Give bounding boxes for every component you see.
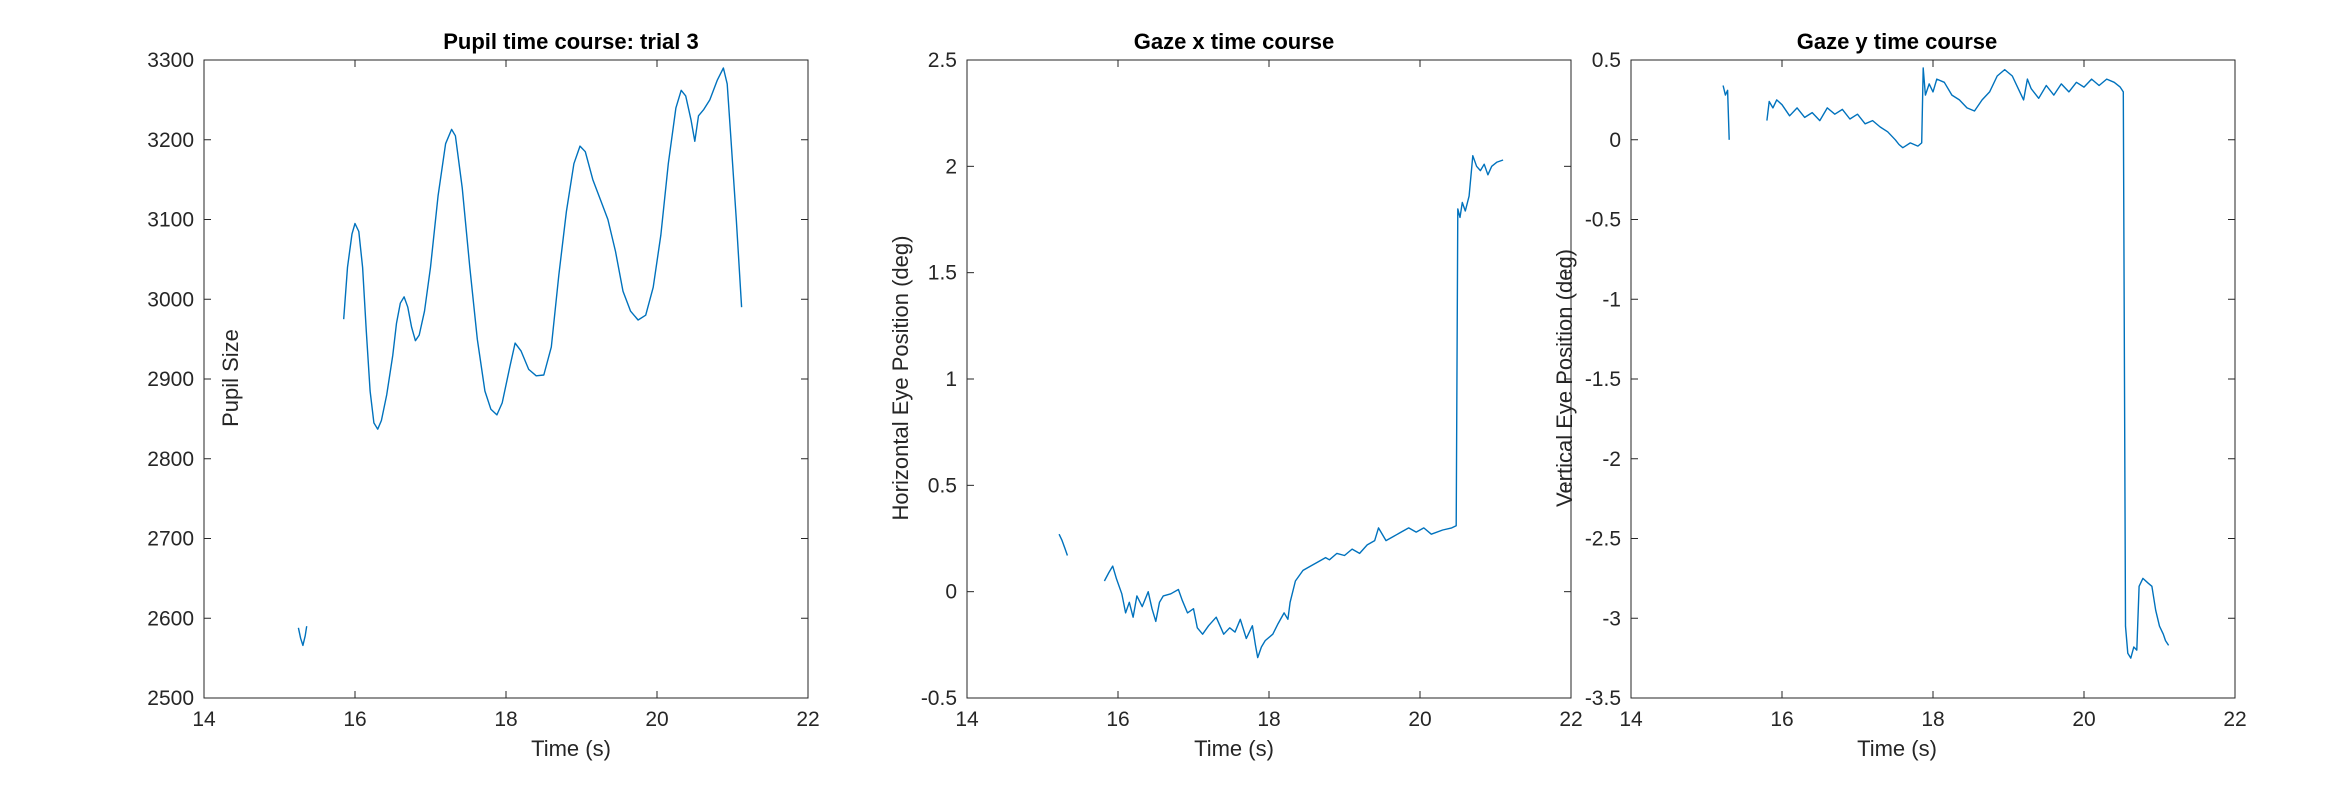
x-tick-label: 18: [1257, 708, 1280, 731]
chart-title: Gaze x time course: [1134, 29, 1335, 54]
y-tick-label: 2500: [147, 687, 194, 710]
x-tick-label: 20: [1408, 708, 1431, 731]
y-tick-label: 2600: [147, 607, 194, 630]
x-tick-label: 14: [192, 708, 216, 731]
y-tick-label: -3.5: [1585, 687, 1621, 710]
y-tick-label: 1: [945, 368, 957, 391]
y-tick-label: -3: [1602, 607, 1621, 630]
x-axis-label: Time (s): [1857, 736, 1937, 761]
y-tick-label: 0: [1609, 129, 1621, 152]
x-tick-label: 18: [494, 708, 517, 731]
y-tick-label: 2: [945, 155, 957, 178]
x-tick-label: 16: [1770, 708, 1793, 731]
x-tick-label: 20: [645, 708, 668, 731]
x-axis-label: Time (s): [1194, 736, 1274, 761]
y-tick-label: 2700: [147, 528, 194, 551]
y-tick-label: -2: [1602, 448, 1621, 471]
axes-box: [966, 59, 1572, 699]
y-tick-label: -1.5: [1585, 368, 1621, 391]
axes-box: [1630, 59, 2236, 699]
x-axis-label: Time (s): [531, 736, 611, 761]
series-line: [1722, 85, 1730, 140]
y-tick-label: 0.5: [928, 474, 957, 497]
y-axis-label: Pupil Size: [218, 329, 243, 427]
y-tick-label: 3300: [147, 49, 194, 72]
series-line: [343, 67, 743, 430]
chart-title: Pupil time course: trial 3: [443, 29, 699, 54]
y-tick-label: 0.5: [1592, 49, 1621, 72]
axes-box: [203, 59, 809, 699]
chart-title: Gaze y time course: [1797, 29, 1998, 54]
y-tick-label: 3200: [147, 129, 194, 152]
x-tick-label: 22: [1559, 708, 1582, 731]
y-tick-label: 2.5: [928, 49, 957, 72]
x-tick-label: 14: [955, 708, 979, 731]
series-line: [1766, 67, 2170, 659]
y-tick-label: 3100: [147, 209, 194, 232]
gaze-x-chart: Gaze x time course Time (s) Horizontal E…: [888, 29, 1583, 761]
gaze-y-chart: Gaze y time course Time (s) Vertical Eye…: [1552, 29, 2247, 761]
y-tick-label: 2800: [147, 448, 194, 471]
y-tick-label: 1.5: [928, 262, 957, 285]
y-tick-label: -0.5: [921, 687, 957, 710]
x-tick-label: 16: [343, 708, 366, 731]
series-line: [1058, 533, 1069, 556]
x-tick-label: 14: [1619, 708, 1643, 731]
y-tick-label: -0.5: [1585, 209, 1621, 232]
x-tick-label: 20: [2072, 708, 2095, 731]
series-line: [297, 626, 308, 647]
x-tick-label: 22: [2223, 708, 2246, 731]
series-line: [1103, 155, 1504, 659]
x-tick-label: 18: [1921, 708, 1944, 731]
y-axis-label: Vertical Eye Position (deg): [1552, 249, 1577, 507]
y-tick-label: -2.5: [1585, 528, 1621, 551]
pupil-chart: Pupil time course: trial 3 Time (s) Pupi…: [147, 29, 819, 761]
x-tick-label: 16: [1106, 708, 1129, 731]
y-tick-label: 0: [945, 581, 957, 604]
y-tick-label: 3000: [147, 288, 194, 311]
y-tick-label: 2900: [147, 368, 194, 391]
y-axis-label: Horizontal Eye Position (deg): [888, 236, 913, 521]
x-tick-label: 22: [796, 708, 819, 731]
y-tick-label: -1: [1602, 288, 1621, 311]
